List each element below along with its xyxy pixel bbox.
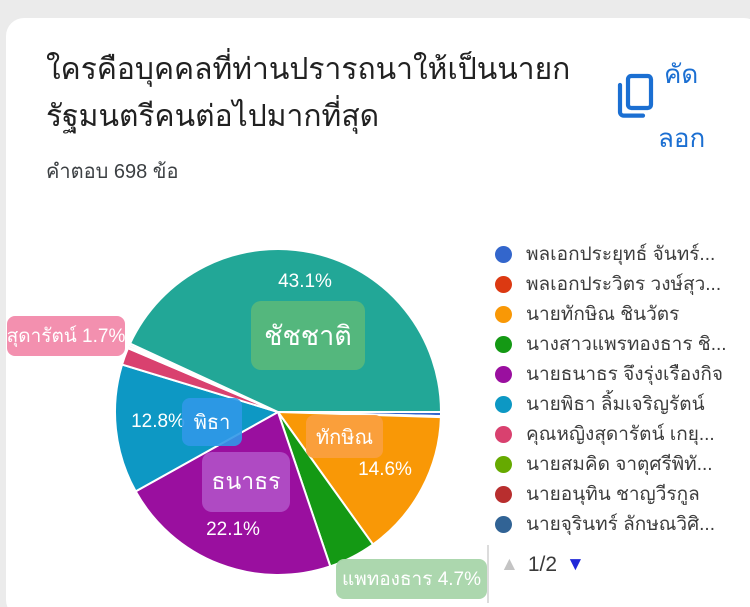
slice-sticker-sudarat: สุดารัตน์ 1.7% <box>7 316 125 356</box>
slice-sticker-chadchart: ชัชชาติ <box>251 301 365 370</box>
legend-label-thanathorn: นายธนาธร จึงรุ่งเรืองกิจ <box>526 364 724 385</box>
page-indicator: 1/2 <box>527 553 558 576</box>
legend-item-jurin: นายจุรินทร์ ลักษณวิศิ... <box>495 514 727 535</box>
legend-item-sudarat: คุณหญิงสุดารัตน์ เกยุ... <box>495 424 727 445</box>
legend: พลเอกประยุทธ์ จันทร์... พลเอกประวิตร วงษ์… <box>495 244 727 535</box>
legend-dot-prawit <box>495 275 512 293</box>
legend-dot-somkid <box>495 455 512 473</box>
page-down-icon[interactable]: ▼ <box>566 554 585 575</box>
percent-label-thaksin: 14.6% <box>358 459 412 480</box>
legend-dot-prayut <box>495 245 512 263</box>
page-up-icon[interactable]: ▲ <box>500 554 519 575</box>
legend-label-sudarat: คุณหญิงสุดารัตน์ เกยุ... <box>526 424 715 445</box>
question-title: ใครคือบุคคลที่ท่านปรารถนาให้เป็นนายก รัฐ… <box>46 46 601 140</box>
copy-button-label-top: คัด <box>664 59 699 89</box>
copy-icon <box>617 73 654 118</box>
response-count: คำตอบ 698 ข้อ <box>46 161 179 183</box>
legend-pagination: ▲ 1/2 ▼ <box>500 553 585 577</box>
legend-item-paethongtharn: นางสาวแพรทองธาร ชิ... <box>495 334 727 355</box>
legend-label-anutin: นายอนุทิน ชาญวีรกูล <box>526 484 700 505</box>
legend-label-pita: นายพิธา ลิ้มเจริญรัตน์ <box>526 394 705 415</box>
legend-label-jurin: นายจุรินทร์ ลักษณวิศิ... <box>526 514 715 535</box>
slice-sticker-paethongtharn: แพทองธาร 4.7% <box>336 559 487 599</box>
legend-dot-sudarat <box>495 425 512 443</box>
legend-label-somkid: นายสมคิด จาตุศรีพิทั... <box>526 454 713 475</box>
legend-item-thaksin: นายทักษิณ ชินวัตร <box>495 304 727 325</box>
legend-dot-paethongtharn <box>495 335 512 353</box>
legend-item-prawit: พลเอกประวิตร วงษ์สุว... <box>495 274 727 295</box>
copy-button-label-bottom: ลอก <box>658 123 706 153</box>
legend-label-thaksin: นายทักษิณ ชินวัตร <box>526 304 680 325</box>
legend-dot-thanathorn <box>495 365 512 383</box>
percent-label-thanathorn: 22.1% <box>206 519 260 540</box>
legend-label-paethongtharn: นางสาวแพรทองธาร ชิ... <box>526 334 727 355</box>
legend-label-prayut: พลเอกประยุทธ์ จันทร์... <box>526 244 716 265</box>
question-title-line2: รัฐมนตรีคนต่อไปมากที่สุด <box>46 100 380 133</box>
legend-dot-thaksin <box>495 305 512 323</box>
legend-item-thanathorn: นายธนาธร จึงรุ่งเรืองกิจ <box>495 364 727 385</box>
legend-item-pita: นายพิธา ลิ้มเจริญรัตน์ <box>495 394 727 415</box>
copy-button[interactable]: คัด ลอก <box>606 48 731 158</box>
legend-item-anutin: นายอนุทิน ชาญวีรกูล <box>495 484 727 505</box>
slice-sticker-pita: พิธา <box>182 398 242 446</box>
legend-dot-jurin <box>495 515 512 533</box>
legend-dot-anutin <box>495 485 512 503</box>
legend-divider <box>487 545 489 603</box>
percent-label-chadchart: 43.1% <box>278 271 332 292</box>
question-result-card: ใครคือบุคคลที่ท่านปรารถนาให้เป็นนายก รัฐ… <box>6 18 750 607</box>
legend-label-prawit: พลเอกประวิตร วงษ์สุว... <box>526 274 722 295</box>
percent-label-pita: 12.8% <box>131 411 185 432</box>
slice-sticker-thanathorn: ธนาธร <box>202 452 290 512</box>
legend-dot-pita <box>495 395 512 413</box>
slice-sticker-thaksin: ทักษิณ <box>306 415 383 458</box>
legend-item-prayut: พลเอกประยุทธ์ จันทร์... <box>495 244 727 265</box>
question-title-line1: ใครคือบุคคลที่ท่านปรารถนาให้เป็นนายก <box>46 53 571 86</box>
legend-item-somkid: นายสมคิด จาตุศรีพิทั... <box>495 454 727 475</box>
